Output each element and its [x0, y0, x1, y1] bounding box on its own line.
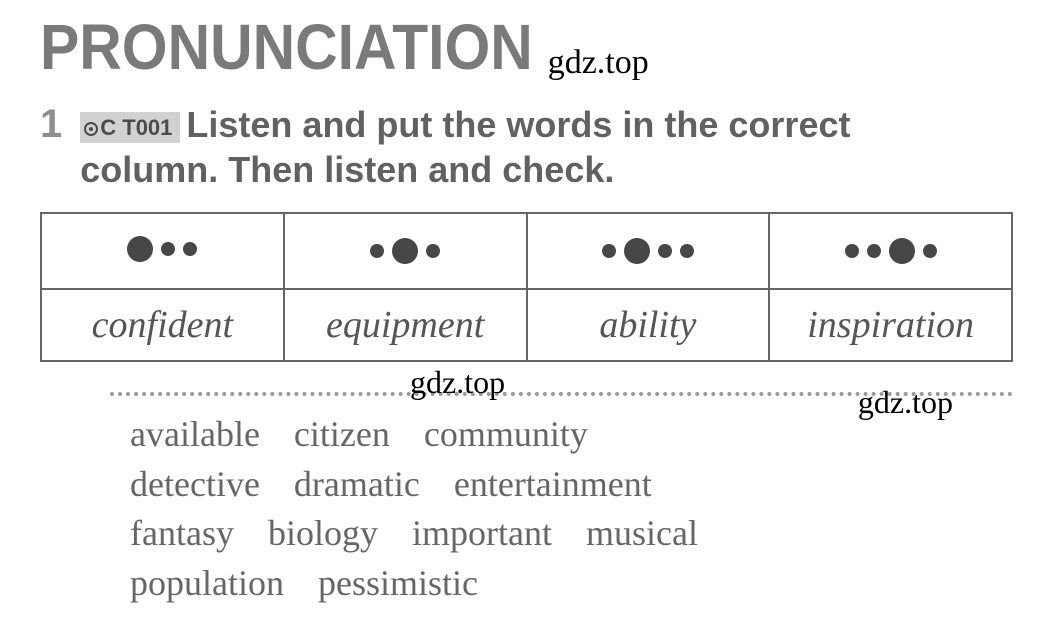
word-bank-line: population pessimistic [130, 559, 1013, 609]
word-bank-line: detective dramatic entertainment [130, 460, 1013, 510]
stress-dot-small [370, 244, 384, 258]
stress-dots-1 [127, 236, 197, 262]
example-word-3: ability [527, 289, 770, 361]
stress-dot-big [127, 236, 153, 262]
stress-dot-big [624, 238, 650, 264]
stress-dot-small [923, 244, 937, 258]
word-bank-word: available [130, 410, 260, 460]
example-word-4: inspiration [769, 289, 1012, 361]
watermark-top: gdz.top [548, 44, 649, 82]
instruction-body: C T001 Listen and put the words in the co… [80, 102, 1013, 192]
track-code: C T001 [100, 115, 172, 140]
record-icon [84, 122, 98, 136]
word-bank-word: citizen [294, 410, 390, 460]
exercise-number: 1 [40, 102, 62, 147]
stress-dot-small [602, 244, 616, 258]
word-bank-word: community [424, 410, 588, 460]
table-wrap: confident equipment ability inspiration … [40, 212, 1013, 362]
stress-dot-small [426, 244, 440, 258]
section-heading: PRONUNCIATION [40, 10, 533, 84]
word-bank: available citizen community detective dramat… [130, 410, 1013, 609]
stress-dot-small [658, 244, 672, 258]
word-bank-word: entertainment [454, 460, 652, 510]
word-bank-line: fantasy biology important musical [130, 509, 1013, 559]
track-badge: C T001 [80, 112, 180, 144]
stress-dot-small [183, 242, 197, 256]
watermark-right: gdz.top [858, 384, 953, 421]
word-bank-word: dramatic [294, 460, 420, 510]
stress-pattern-cell-1 [41, 213, 284, 289]
example-word-2: equipment [284, 289, 527, 361]
table-header-row [41, 213, 1012, 289]
stress-pattern-cell-3 [527, 213, 770, 289]
word-bank-word: musical [586, 509, 698, 559]
stress-dots-4 [845, 238, 937, 264]
instruction-text: C T001 Listen and put the words in the co… [80, 104, 1013, 192]
stress-table: confident equipment ability inspiration [40, 212, 1013, 362]
stress-dot-small [680, 244, 694, 258]
instruction-line-1: Listen and put the words in the correct [186, 104, 850, 145]
word-bank-word: detective [130, 460, 260, 510]
stress-pattern-cell-2 [284, 213, 527, 289]
stress-pattern-cell-4 [769, 213, 1012, 289]
instruction-row: 1 C T001 Listen and put the words in the … [40, 102, 1013, 192]
stress-dots-3 [602, 238, 694, 264]
stress-dot-big [392, 238, 418, 264]
word-bank-word: pessimistic [318, 559, 478, 609]
example-word-1: confident [41, 289, 284, 361]
word-bank-word: population [130, 559, 284, 609]
heading-row: PRONUNCIATION gdz.top [40, 10, 1013, 84]
table-example-row: confident equipment ability inspiration [41, 289, 1012, 361]
stress-dot-small [845, 244, 859, 258]
instruction-line-2: column. Then listen and check. [80, 147, 1013, 192]
word-bank-word: fantasy [130, 509, 234, 559]
stress-dot-big [889, 238, 915, 264]
stress-dot-small [161, 242, 175, 256]
stress-dot-small [867, 244, 881, 258]
watermark-middle: gdz.top [410, 364, 505, 401]
word-bank-word: important [412, 509, 552, 559]
word-bank-word: biology [268, 509, 378, 559]
stress-dots-2 [370, 238, 440, 264]
